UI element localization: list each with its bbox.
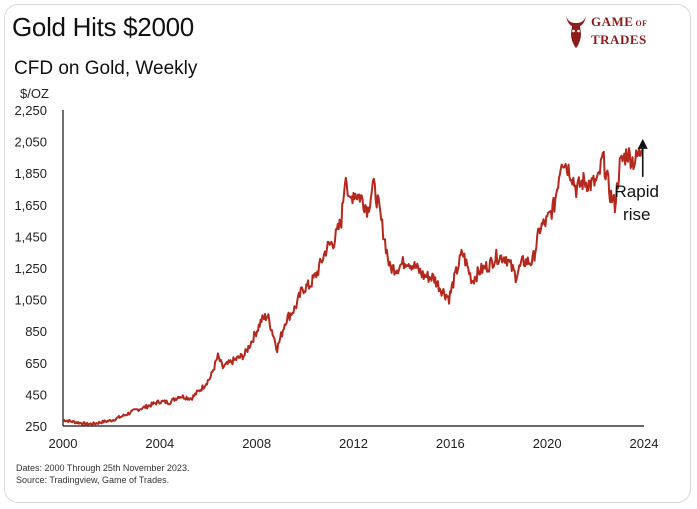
chart-axes [62, 110, 644, 427]
y-tick-label: 1,450 [14, 229, 47, 244]
bull-icon [566, 16, 586, 48]
annotation-line1: Rapid [615, 182, 659, 201]
y-tick-label: 450 [25, 387, 47, 402]
y-tick-label: 1,850 [14, 166, 47, 181]
gold-price-line [62, 147, 643, 426]
x-tick-label: 2024 [630, 436, 659, 451]
logo-line2: TRADES [591, 32, 647, 47]
x-tick-label: 2020 [533, 436, 562, 451]
chart-card [4, 4, 691, 503]
annotation-line2: rise [623, 205, 650, 224]
y-axis-unit-label: $/OZ [20, 86, 49, 101]
chart-footer: Dates: 2000 Through 25th November 2023. … [16, 462, 189, 486]
y-tick-label: 2,250 [14, 103, 47, 118]
page-title: Gold Hits $2000 [12, 12, 194, 42]
y-axis-ticks: 2,250 2,050 1,850 1,650 1,450 1,250 1,050 850 65… [14, 103, 47, 434]
y-tick-label: 1,650 [14, 198, 47, 213]
footer-dates: Dates: 2000 Through 25th November 2023. [16, 463, 190, 473]
y-tick-label: 1,250 [14, 261, 47, 276]
game-of-trades-logo: GAME OF TRADES [563, 10, 683, 56]
x-tick-label: 2016 [436, 436, 465, 451]
rapid-rise-annotation: Rapid rise [615, 138, 659, 224]
chart-subtitle: CFD on Gold, Weekly [14, 58, 198, 79]
arrow-head-icon [637, 138, 648, 149]
x-tick-label: 2000 [49, 436, 78, 451]
y-tick-label: 850 [25, 324, 47, 339]
x-tick-label: 2008 [242, 436, 271, 451]
footer-source: Source: Tradingview, Game of Trades. [16, 475, 170, 485]
logo-line1-small: OF [635, 19, 648, 28]
x-axis-ticks: 2000 2004 2008 2012 2016 2020 2024 [49, 436, 659, 451]
y-tick-label: 1,050 [14, 293, 47, 308]
y-tick-label: 250 [25, 419, 47, 434]
x-tick-label: 2012 [339, 436, 368, 451]
y-tick-label: 650 [25, 356, 47, 371]
x-tick-label: 2004 [145, 436, 174, 451]
y-tick-label: 2,050 [14, 135, 47, 150]
logo-line1: GAME [591, 14, 634, 29]
